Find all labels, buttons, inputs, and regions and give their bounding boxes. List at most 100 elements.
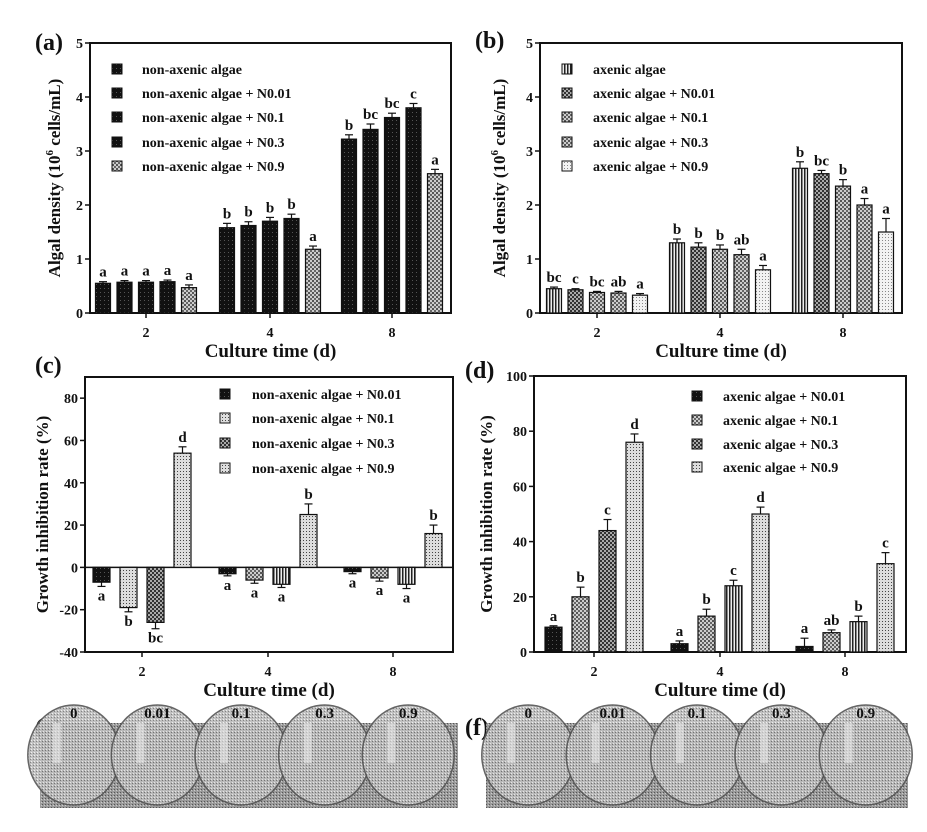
bar	[406, 108, 421, 313]
significance-letter: b	[839, 163, 847, 179]
bar	[139, 282, 154, 313]
bar	[160, 282, 175, 313]
significance-letter: a	[636, 277, 644, 293]
panel-letter: (c)	[35, 353, 62, 379]
legend-swatch	[692, 462, 702, 472]
legend-swatch	[112, 88, 122, 98]
significance-letter: a	[98, 588, 106, 604]
bar	[823, 633, 840, 652]
legend-label: axenic algae	[593, 63, 666, 78]
bar	[877, 564, 894, 652]
concentration-label: 0.1	[232, 706, 251, 722]
chart-panel-a: (a)012345248Culture time (d)Algal densit…	[35, 30, 451, 362]
significance-letter: a	[431, 152, 439, 168]
x-tick-label: 2	[594, 326, 601, 341]
y-tick-label: 1	[76, 253, 83, 268]
significance-letter: b	[304, 487, 312, 503]
concentration-label: 0	[524, 706, 532, 722]
significance-letter: bc	[385, 96, 400, 112]
legend-swatch	[112, 161, 122, 171]
significance-letter: a	[861, 182, 869, 198]
bar	[713, 249, 728, 313]
y-tick-label: 1	[526, 253, 533, 268]
panel-letter: (b)	[475, 28, 504, 54]
flask-highlight	[53, 723, 61, 763]
legend-swatch	[220, 389, 230, 399]
significance-letter: b	[244, 205, 252, 221]
legend-swatch	[562, 88, 572, 98]
bar	[611, 293, 626, 313]
y-tick-label: 80	[513, 425, 527, 440]
significance-letter: a	[759, 248, 767, 264]
y-tick-label: 40	[513, 536, 527, 551]
legend-label: axenic algae + N0.9	[723, 461, 838, 476]
significance-letter: b	[429, 508, 437, 524]
bar	[246, 567, 263, 580]
significance-letter: ab	[734, 232, 750, 248]
bar	[398, 567, 415, 584]
significance-letter: d	[178, 430, 187, 446]
legend-swatch	[562, 112, 572, 122]
bar	[633, 295, 648, 313]
significance-letter: b	[266, 200, 274, 216]
y-tick-label: 80	[64, 392, 78, 407]
significance-letter: c	[410, 86, 417, 102]
bar	[725, 586, 742, 652]
legend-label: non-axenic algae + N0.9	[142, 160, 285, 175]
significance-letter: a	[142, 264, 150, 280]
panel-letter: (d)	[465, 358, 494, 384]
significance-letter: b	[716, 228, 724, 244]
y-axis-title-part: Algal density (10	[490, 155, 509, 277]
legend-label: non-axenic algae + N0.1	[252, 412, 395, 427]
significance-letter: a	[185, 268, 193, 284]
significance-letter: a	[309, 229, 317, 245]
bar	[691, 247, 706, 313]
concentration-label: 0.3	[315, 706, 334, 722]
bar	[756, 270, 771, 313]
legend-swatch	[562, 137, 572, 147]
bar	[342, 139, 357, 313]
photo-panel-f: (f)00.010.10.30.9	[465, 705, 912, 832]
bar	[590, 292, 605, 313]
y-axis-title: Algal density (106 cells/mL)	[489, 79, 509, 278]
significance-letter: bc	[363, 107, 378, 123]
significance-letter: a	[251, 585, 259, 601]
legend-label: axenic algae + N0.01	[723, 390, 845, 405]
bar	[626, 442, 643, 652]
bar	[344, 567, 361, 571]
significance-letter: b	[223, 206, 231, 222]
significance-letter: a	[801, 621, 809, 637]
significance-letter: a	[550, 609, 558, 625]
y-tick-label: 20	[513, 591, 527, 606]
legend-label: axenic algae + N0.01	[593, 87, 715, 102]
flask-highlight	[220, 723, 228, 763]
legend-label: non-axenic algae + N0.3	[252, 437, 395, 452]
significance-letter: b	[854, 599, 862, 615]
bar	[219, 567, 236, 573]
significance-letter: b	[287, 197, 295, 213]
concentration-label: 0.3	[772, 706, 791, 722]
bar	[306, 249, 321, 313]
legend-swatch	[112, 64, 122, 74]
significance-letter: bc	[148, 631, 163, 647]
y-axis-title: Growth inhibition rate (%)	[477, 415, 496, 613]
figure-canvas: (a)012345248Culture time (d)Algal densit…	[0, 0, 927, 832]
flask-highlight	[845, 723, 853, 763]
x-tick-label: 4	[265, 665, 272, 680]
y-axis-title: Algal density (106 cells/mL)	[44, 79, 64, 278]
y-tick-label: 60	[64, 434, 78, 449]
flask-highlight	[507, 723, 515, 763]
x-tick-label: 4	[267, 326, 274, 341]
concentration-label: 0.01	[599, 706, 625, 722]
y-tick-label: 3	[76, 145, 83, 160]
legend-swatch	[692, 391, 702, 401]
bar	[796, 646, 813, 652]
flask-highlight	[592, 723, 600, 763]
bar	[428, 174, 443, 313]
significance-letter: bc	[590, 274, 605, 290]
significance-letter: ab	[824, 613, 840, 629]
legend-label: axenic algae + N0.3	[593, 136, 708, 151]
concentration-label: 0.01	[144, 706, 170, 722]
significance-letter: a	[99, 265, 107, 281]
bar	[568, 290, 583, 313]
